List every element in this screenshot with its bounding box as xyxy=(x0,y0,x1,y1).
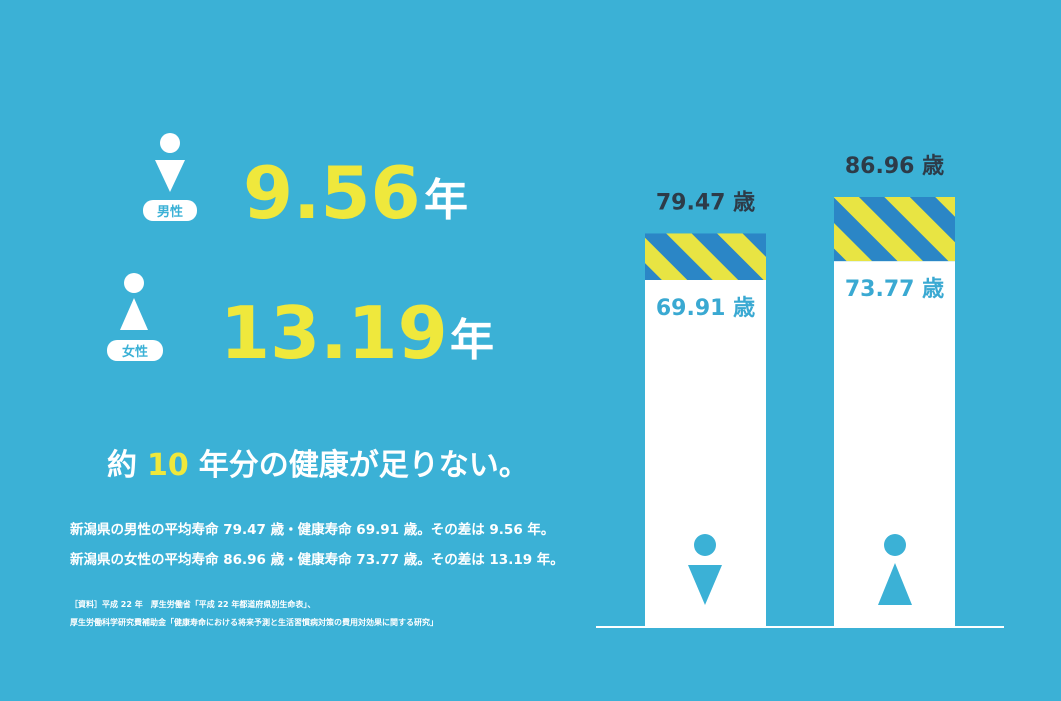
source: 厚生労働科学研究費補助金「健康寿命における将来予測と生活習慣病対策の費用対効果に… xyxy=(70,617,438,627)
gender-label: 女性 xyxy=(122,344,148,360)
headline-part: 約 xyxy=(107,448,137,483)
average-label: 79.47 歳 xyxy=(656,190,755,215)
male-icon xyxy=(155,133,185,192)
gap-value: 13.19 xyxy=(220,291,448,375)
average-bar xyxy=(645,233,766,280)
headline: 約 10 年分の健康が足りない。 xyxy=(107,448,529,483)
male-icon xyxy=(688,534,722,605)
headline-part: 年分の健康が足りない。 xyxy=(199,448,529,483)
unit: 年 xyxy=(450,315,494,366)
average-label: 86.96 歳 xyxy=(845,154,944,179)
pill xyxy=(143,200,197,221)
pill xyxy=(107,340,163,361)
gender-label: 男性 xyxy=(157,204,183,220)
female-icon xyxy=(120,273,148,330)
healthy-label: 69.91 歳 xyxy=(656,296,755,321)
average-bar xyxy=(834,197,955,262)
gap-value: 9.56 xyxy=(243,151,421,235)
unit: 年 xyxy=(424,175,468,226)
source: ［資料］平成 22 年 厚生労働省「平成 22 年都道府県別生命表」、 xyxy=(70,599,315,609)
female-icon xyxy=(878,534,912,605)
note: 新潟県の女性の平均寿命 86.96 歳・健康寿命 73.77 歳。その差は 13… xyxy=(70,551,564,568)
healthy-label: 73.77 歳 xyxy=(845,277,944,302)
headline-highlight: 10 xyxy=(147,448,189,483)
note: 新潟県の男性の平均寿命 79.47 歳・健康寿命 69.91 歳。その差は 9.… xyxy=(70,521,554,538)
